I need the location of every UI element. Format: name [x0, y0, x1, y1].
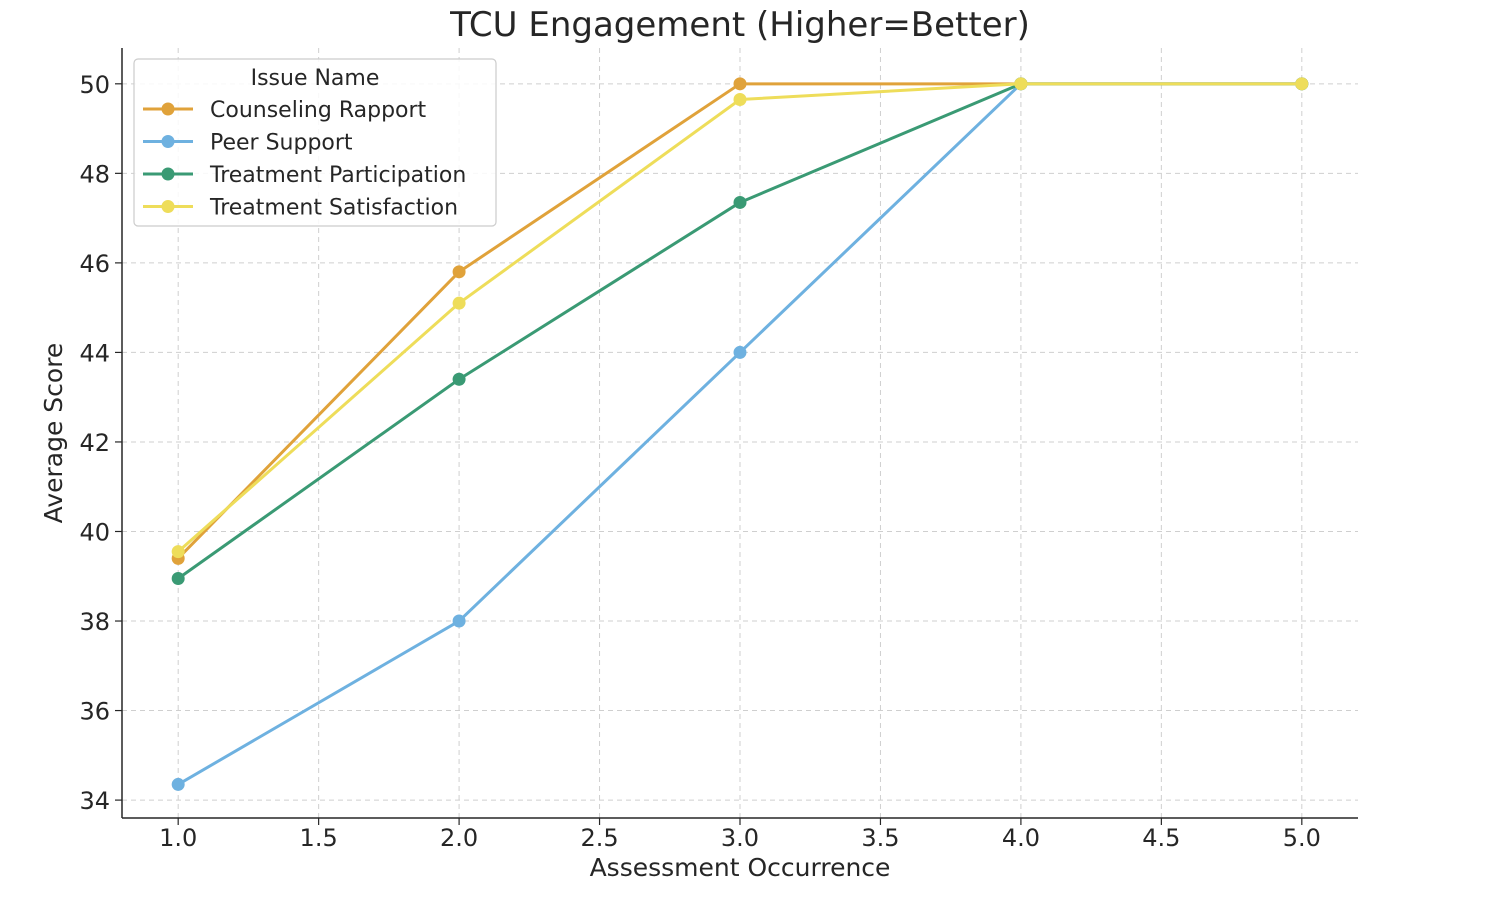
- x-tick-label: 1.5: [300, 824, 338, 852]
- legend-marker: [161, 102, 175, 116]
- y-tick-label: 36: [79, 698, 110, 726]
- legend-marker: [161, 200, 175, 213]
- legend-item-treatment-participation: Treatment Participation: [143, 163, 466, 188]
- data-point-peer-support: [171, 777, 185, 791]
- text-layer: TCU Engagement (Higher=Better) Assessmen…: [39, 5, 1030, 882]
- x-tick-label: 4.0: [1002, 824, 1040, 852]
- legend-label: Treatment Satisfaction: [209, 196, 458, 221]
- data-point-treatment-satisfaction: [1014, 77, 1028, 91]
- data-point-treatment-participation: [452, 372, 466, 386]
- y-tick-label: 48: [79, 160, 110, 188]
- legend-item-treatment-satisfaction: Treatment Satisfaction: [143, 196, 458, 221]
- y-tick-label: 42: [79, 429, 110, 457]
- legend-box: [133, 58, 497, 227]
- y-axis-label: Average Score: [39, 343, 68, 524]
- series-layer: [171, 77, 1309, 791]
- x-tick-label: 3.5: [861, 824, 899, 852]
- data-point-treatment-participation: [733, 195, 747, 209]
- legend-title: Issue Name: [251, 66, 380, 91]
- legend-item-peer-support: Peer Support: [143, 131, 353, 156]
- data-point-treatment-satisfaction: [1295, 77, 1309, 91]
- x-axis-label: Assessment Occurrence: [590, 853, 891, 882]
- y-tick-label: 50: [79, 71, 110, 99]
- y-tick-label: 44: [79, 339, 110, 367]
- legend-item-counseling-rapport: Counseling Rapport: [143, 98, 427, 123]
- legend-marker: [161, 167, 175, 181]
- x-tick-label: 2.0: [440, 824, 478, 852]
- data-point-peer-support: [733, 345, 747, 359]
- y-tick-label: 40: [79, 518, 110, 546]
- y-tick-label: 34: [79, 787, 110, 815]
- x-tick-label: 1.0: [159, 824, 197, 852]
- x-tick-label: 4.5: [1142, 824, 1180, 852]
- x-tick-label: 3.0: [721, 824, 759, 852]
- x-tick-label: 2.5: [580, 824, 618, 852]
- legend-label: Counseling Rapport: [210, 98, 427, 123]
- data-point-peer-support: [452, 614, 466, 628]
- data-point-treatment-satisfaction: [171, 545, 185, 559]
- data-point-treatment-participation: [171, 571, 185, 585]
- legend-label: Peer Support: [210, 131, 353, 156]
- series-treatment-satisfaction: [171, 77, 1309, 559]
- legend-marker: [161, 135, 175, 148]
- data-point-treatment-satisfaction: [452, 296, 466, 310]
- data-point-counseling-rapport: [452, 265, 466, 279]
- chart-title: TCU Engagement (Higher=Better): [449, 5, 1030, 45]
- data-point-counseling-rapport: [733, 77, 747, 91]
- legend-label: Treatment Participation: [209, 163, 466, 188]
- axes: 1.0 1.5 2.0 2.5 3.0 3.5 4.0 4.5 5.0 34 36 38 40 42 44 4…: [79, 48, 1358, 852]
- y-tick-label: 38: [79, 608, 110, 636]
- y-tick-label: 46: [79, 250, 110, 278]
- x-tick-label: 5.0: [1283, 824, 1321, 852]
- data-point-treatment-satisfaction: [733, 92, 747, 106]
- legend: Issue Name Counseling Rapport Peer Suppor…: [133, 58, 497, 227]
